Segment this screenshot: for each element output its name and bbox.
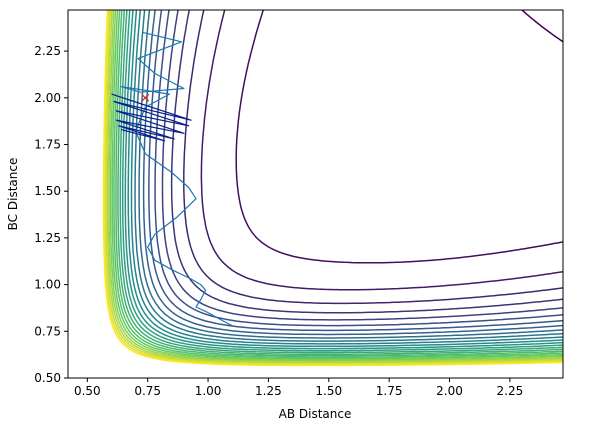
plot-frame xyxy=(67,9,564,379)
contour-level-line xyxy=(183,10,563,305)
contour-level-line xyxy=(148,10,563,332)
y-axis-label: BC Distance xyxy=(6,158,20,231)
contour-level-line xyxy=(102,10,563,367)
x-tick-label: 2.00 xyxy=(436,384,463,398)
y-tick-label: 1.75 xyxy=(34,137,61,151)
x-tick-label: 2.25 xyxy=(497,384,524,398)
contour-level-line xyxy=(115,10,563,357)
y-tick-label: 0.50 xyxy=(34,371,61,385)
trajectory-lines xyxy=(111,31,233,327)
contour-level-line xyxy=(142,10,563,336)
contour-level-line xyxy=(134,10,563,342)
start-marker xyxy=(141,93,150,102)
y-axis-ticks: 0.50 0.75 1.00 1.25 1.50 1.75 2.00 2.25 xyxy=(34,44,68,385)
trajectory-line xyxy=(120,31,233,327)
contour-level-line xyxy=(106,10,563,364)
contour-level-line xyxy=(108,10,563,363)
x-tick-label: 1.00 xyxy=(195,384,222,398)
y-tick-label: 2.00 xyxy=(34,91,61,105)
contour-level-line xyxy=(154,10,563,327)
contour-level-line xyxy=(161,10,563,321)
contour-level-line xyxy=(113,10,563,359)
y-tick-label: 2.25 xyxy=(34,44,61,58)
y-tick-label: 0.75 xyxy=(34,324,61,338)
contour-level-line xyxy=(105,10,563,365)
plot-background xyxy=(68,10,563,378)
x-tick-label: 0.75 xyxy=(134,384,161,398)
contour-level-line xyxy=(138,10,563,339)
x-tick-label: 0.50 xyxy=(74,384,101,398)
contour-level-line xyxy=(235,10,563,264)
contour-level-line xyxy=(111,10,563,360)
y-tick-label: 1.00 xyxy=(34,278,61,292)
contour-level-line xyxy=(109,10,563,361)
x-axis-label: AB Distance xyxy=(279,407,352,421)
y-tick-label: 1.50 xyxy=(34,184,61,198)
contour-level-line xyxy=(104,10,563,366)
contour-level-line xyxy=(130,10,563,345)
x-axis-ticks: 0.50 0.75 1.00 1.25 1.50 1.75 2.00 2.25 xyxy=(74,378,523,398)
contour-level-line xyxy=(170,10,563,314)
x-tick-label: 1.50 xyxy=(315,384,342,398)
contour-level-line xyxy=(200,10,563,291)
contour-level-line xyxy=(521,10,563,43)
contour-level-line xyxy=(119,10,563,354)
contour-level-line xyxy=(124,10,563,350)
contour-level-line xyxy=(117,10,563,356)
trajectory-line xyxy=(111,93,192,142)
start-markers xyxy=(141,93,150,102)
x-tick-label: 1.25 xyxy=(255,384,282,398)
x-tick-label: 1.75 xyxy=(376,384,403,398)
contour-level-line xyxy=(121,10,563,352)
contour-lines xyxy=(102,10,563,367)
y-tick-label: 1.25 xyxy=(34,231,61,245)
